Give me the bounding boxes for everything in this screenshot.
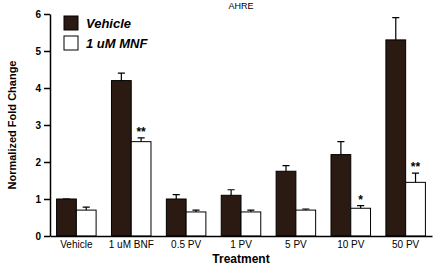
bar xyxy=(186,212,206,236)
bar xyxy=(386,40,406,236)
y-axis-title: Normalized Fold Change xyxy=(6,61,18,190)
legend-swatch xyxy=(64,36,78,50)
y-tick-label: 4 xyxy=(35,83,41,94)
y-tick: 6 xyxy=(35,9,50,20)
x-tick: 10 PV xyxy=(337,236,365,250)
legend-item: 1 uM MNF xyxy=(64,36,148,51)
bars xyxy=(57,18,426,236)
title: AHRE xyxy=(228,1,253,11)
y-tick-mark xyxy=(44,125,50,127)
bar xyxy=(57,199,77,236)
y-tick-label: 0 xyxy=(35,231,41,242)
bar xyxy=(111,81,131,236)
y-tick-label: 2 xyxy=(35,157,41,168)
series-1 xyxy=(76,138,425,236)
bar xyxy=(276,171,296,236)
x-tick: 1 PV xyxy=(230,236,252,250)
y-tick-label: 6 xyxy=(35,9,41,20)
bar xyxy=(221,195,241,236)
significance: ** xyxy=(411,160,421,174)
y-tick-label: 5 xyxy=(35,46,41,57)
x-tick: 5 PV xyxy=(285,236,307,250)
y-tick-mark xyxy=(44,88,50,90)
y-tick-mark xyxy=(44,162,50,164)
y-tick: 4 xyxy=(35,83,50,94)
bar xyxy=(131,142,151,236)
bar xyxy=(166,199,186,236)
y-tick: 1 xyxy=(35,194,50,205)
bar xyxy=(296,210,316,236)
x-tick: 0.5 PV xyxy=(171,236,201,250)
legend-label: Vehicle xyxy=(86,16,131,31)
x-tick: Vehicle xyxy=(60,236,93,250)
series-0 xyxy=(57,18,406,236)
y-axis: 0 1 2 3 4 5 6 xyxy=(35,9,50,242)
y-tick-mark xyxy=(44,199,50,201)
x-tick-label: 5 PV xyxy=(285,239,307,250)
chart: *****0123456Vehicle1 uM BNF0.5 PV1 PV5 P… xyxy=(0,0,440,267)
legend: Vehicle 1 uM MNF xyxy=(64,16,148,51)
significance: ** xyxy=(136,125,146,139)
x-tick-label: 0.5 PV xyxy=(171,239,201,250)
x-tick-label: Vehicle xyxy=(60,239,93,250)
x-axis: Vehicle 1 uM BNF 0.5 PV 1 PV 5 PV 10 PV 50 PV xyxy=(51,236,433,250)
x-tick: 1 uM BNF xyxy=(109,236,154,250)
x-axis-title: Treatment xyxy=(212,252,269,266)
y-tick: 0 xyxy=(35,231,50,242)
y-tick: 3 xyxy=(35,120,50,131)
y-tick-mark xyxy=(44,236,50,238)
legend-label: 1 uM MNF xyxy=(86,36,148,51)
plot: *****0123456Vehicle1 uM BNF0.5 PV1 PV5 P… xyxy=(35,9,432,250)
bar xyxy=(76,210,96,236)
y-tick-mark xyxy=(44,14,50,16)
x-axis-line xyxy=(51,236,433,238)
x-tick-label: 10 PV xyxy=(337,239,365,250)
y-tick-label: 3 xyxy=(35,120,41,131)
legend-swatch xyxy=(64,16,78,30)
x-tick-label: 1 uM BNF xyxy=(109,239,154,250)
y-tick-mark xyxy=(44,51,50,53)
legend-item: Vehicle xyxy=(64,16,131,31)
x-tick-label: 1 PV xyxy=(230,239,252,250)
y-tick: 5 xyxy=(35,46,50,57)
bar xyxy=(406,182,426,236)
x-tick: 50 PV xyxy=(392,236,420,250)
significance: * xyxy=(358,193,363,207)
x-tick-label: 50 PV xyxy=(392,239,420,250)
bar xyxy=(241,212,261,236)
bar xyxy=(351,208,371,236)
y-tick: 2 xyxy=(35,157,50,168)
y-tick-label: 1 xyxy=(35,194,41,205)
bar xyxy=(331,155,351,236)
